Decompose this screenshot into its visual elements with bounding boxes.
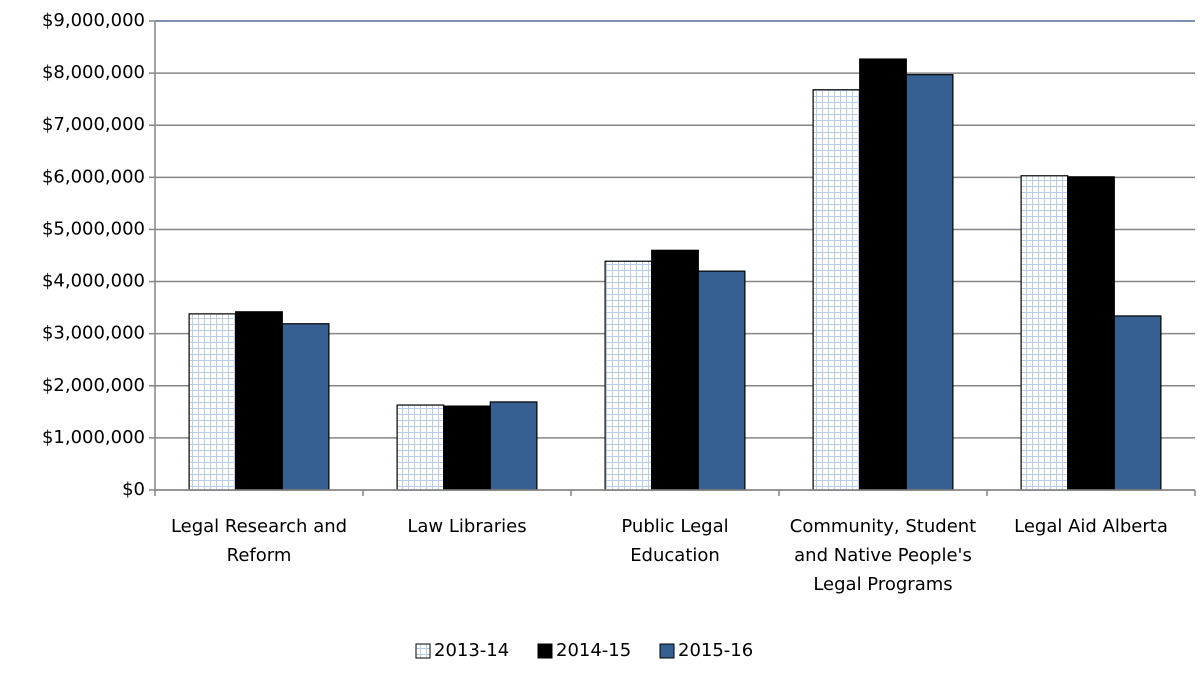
bar (859, 58, 907, 491)
legend-swatch (537, 643, 553, 659)
bar (1020, 175, 1069, 491)
x-tick-label: Law Libraries (407, 516, 527, 537)
x-tick-label: Public Legal Education (621, 516, 729, 566)
bar (489, 401, 538, 491)
bar (188, 313, 237, 491)
y-tick-label: $4,000,000 (42, 271, 145, 292)
y-tick-label: $2,000,000 (42, 375, 145, 396)
bar (604, 260, 653, 491)
y-tick-label: $1,000,000 (42, 427, 145, 448)
bar (281, 323, 330, 491)
bar (235, 311, 283, 491)
y-tick-label: $7,000,000 (42, 114, 145, 135)
legend-swatch (415, 643, 431, 659)
legend-label: 2015-16 (678, 640, 753, 661)
x-tick-label: Legal Research and Reform (170, 516, 348, 566)
bar (443, 405, 491, 491)
bar (1067, 176, 1115, 491)
y-tick-label: $6,000,000 (42, 166, 145, 187)
bar (396, 404, 445, 491)
legend-label: 2014-15 (556, 640, 631, 661)
legend-label: 2013-14 (434, 640, 509, 661)
x-tick-label: Legal Aid Alberta (1014, 516, 1168, 537)
bar (1113, 315, 1162, 491)
y-tick-label: $3,000,000 (42, 323, 145, 344)
legend-swatch (659, 643, 675, 659)
y-tick-label: $9,000,000 (42, 10, 145, 31)
y-tick-label: $0 (122, 479, 145, 500)
y-tick-label: $5,000,000 (42, 218, 145, 239)
bar (651, 249, 699, 491)
bar (812, 89, 861, 491)
y-tick-label: $8,000,000 (42, 62, 145, 83)
bar (697, 270, 746, 491)
bar (905, 74, 954, 491)
x-tick-label: Community, Student and Native People's L… (789, 516, 977, 595)
